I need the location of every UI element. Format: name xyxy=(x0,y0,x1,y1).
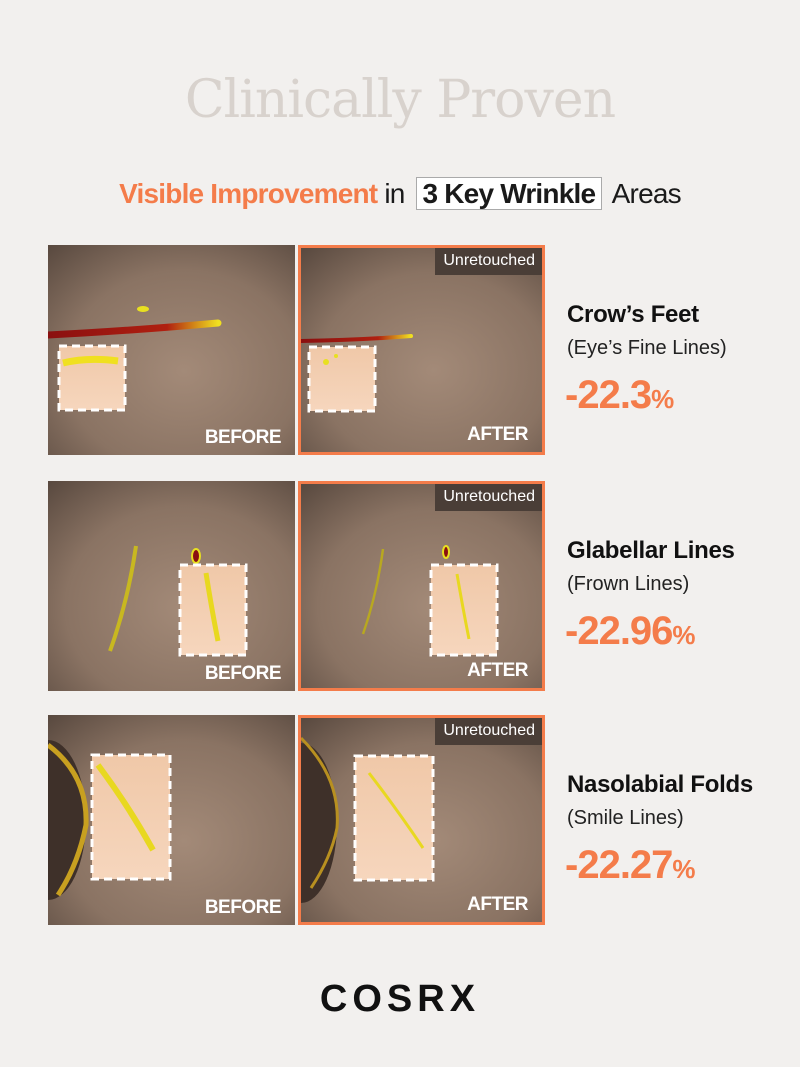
page-title: Clinically Proven xyxy=(184,70,616,130)
before-label: BEFORE xyxy=(204,897,282,918)
after-image: Unretouched AFTER xyxy=(298,481,545,691)
area-name: Crow’s Feet xyxy=(567,301,699,328)
after-image: Unretouched AFTER xyxy=(298,715,545,925)
value-unit: % xyxy=(672,854,695,884)
area-name: Glabellar Lines xyxy=(567,537,735,564)
value-unit: % xyxy=(651,384,674,414)
before-label: BEFORE xyxy=(204,427,282,448)
improvement-value: -22.27% xyxy=(565,843,696,888)
comparison-row-nasolabial: BEFORE Unretouched AFTER Nasolabial Fold… xyxy=(48,715,788,925)
area-subtitle: (Eye’s Fine Lines) xyxy=(567,337,727,359)
subtitle-accent: Visible Improvement xyxy=(119,178,378,209)
after-label: AFTER xyxy=(467,894,528,915)
subtitle-end: Areas xyxy=(611,178,682,209)
area-subtitle: (Frown Lines) xyxy=(567,573,690,595)
after-label: AFTER xyxy=(467,660,528,681)
after-image: Unretouched AFTER xyxy=(298,245,545,455)
area-name: Nasolabial Folds xyxy=(567,771,753,798)
before-label: BEFORE xyxy=(204,663,282,684)
value-number: -22.96 xyxy=(565,609,673,653)
subtitle: Visible Improvement in 3 Key Wrinkle Are… xyxy=(0,177,800,210)
improvement-value: -22.3% xyxy=(565,373,674,418)
subtitle-middle: in xyxy=(384,178,405,209)
value-number: -22.27 xyxy=(565,843,673,887)
unretouched-tag: Unretouched xyxy=(435,248,542,275)
before-image: BEFORE xyxy=(48,715,295,925)
before-image: BEFORE xyxy=(48,245,295,455)
comparison-row-crows-feet: BEFORE Unretouched AFTER Crow’s Feet (Ey… xyxy=(48,245,788,455)
brand-logo: COSRX xyxy=(319,978,481,1020)
area-subtitle: (Smile Lines) xyxy=(567,807,684,829)
unretouched-tag: Unretouched xyxy=(435,484,542,511)
value-number: -22.3 xyxy=(565,373,652,417)
before-image: BEFORE xyxy=(48,481,295,691)
after-label: AFTER xyxy=(467,424,528,445)
improvement-value: -22.96% xyxy=(565,609,696,654)
comparison-row-glabellar: BEFORE Unretouched AFTER Glabellar Lines… xyxy=(48,481,788,691)
subtitle-boxed: 3 Key Wrinkle xyxy=(415,177,603,210)
value-unit: % xyxy=(672,620,695,650)
unretouched-tag: Unretouched xyxy=(435,718,542,745)
